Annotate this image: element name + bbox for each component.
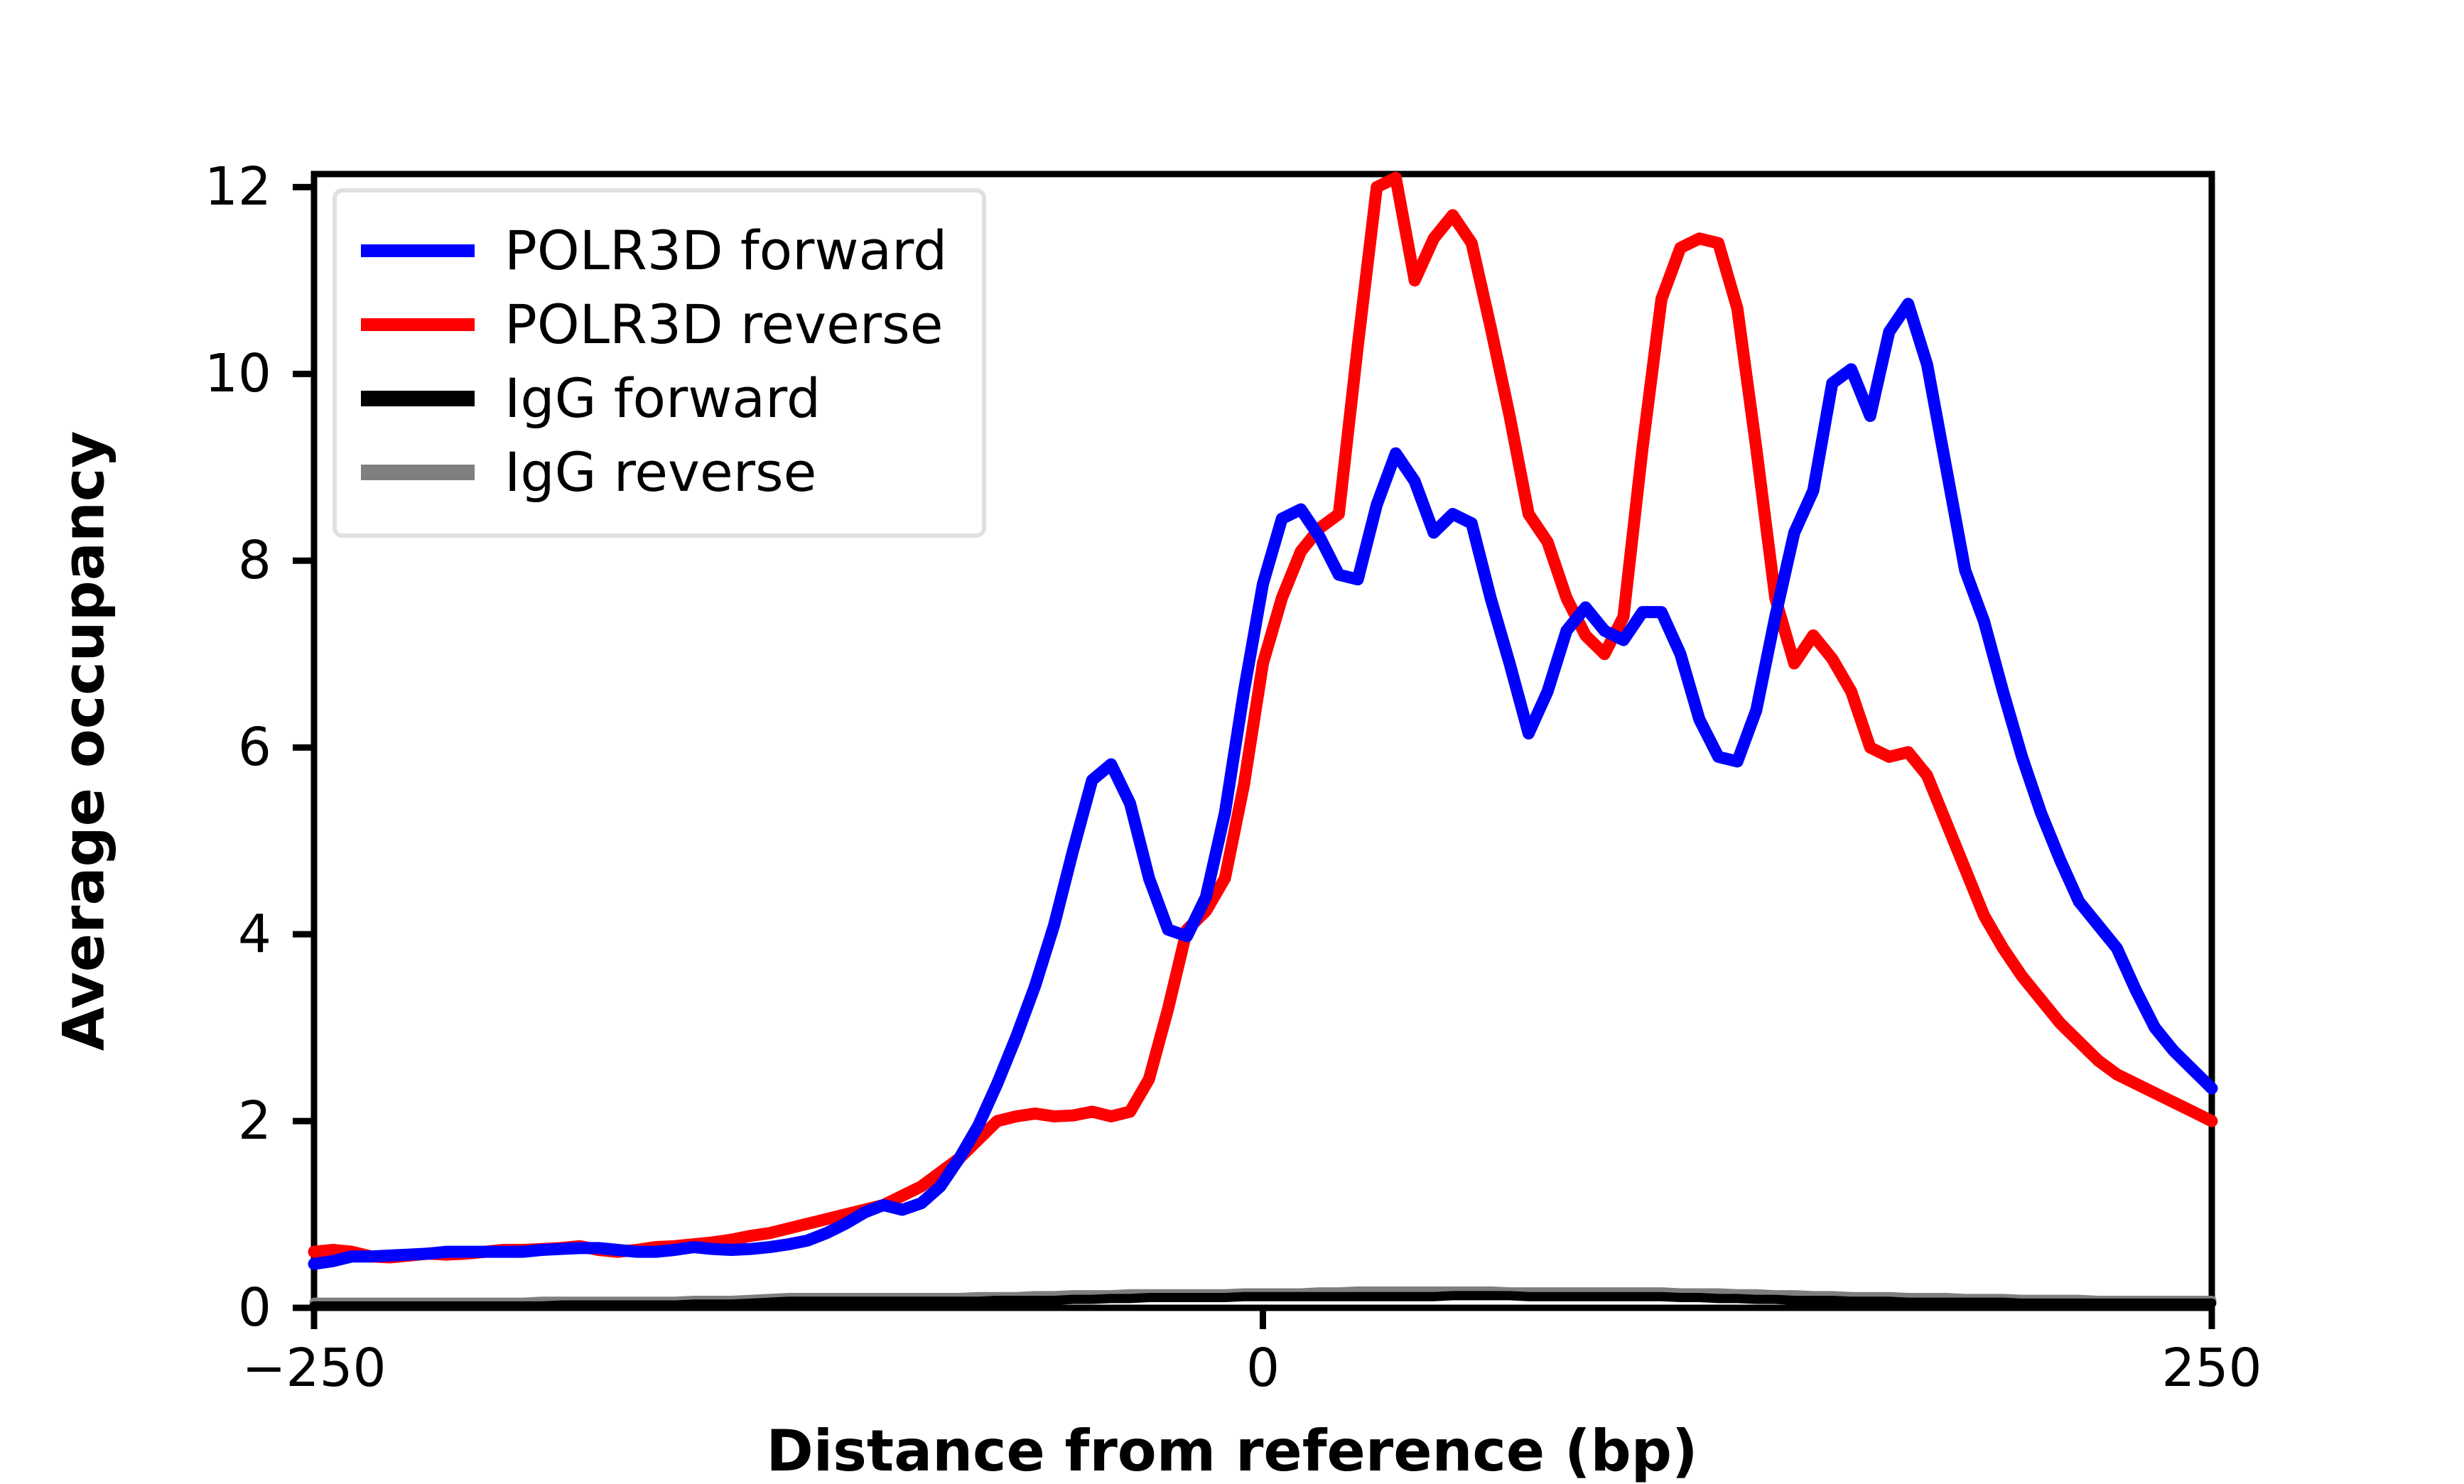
x-axis-label: Distance from reference (bp) [766, 1418, 1698, 1484]
xtick-label-zero: 0 [1245, 1338, 1280, 1399]
legend-swatch-igg-reverse [361, 465, 475, 480]
ytick-label-12: 12 [204, 156, 271, 218]
ytick-label-2: 2 [237, 1090, 271, 1152]
legend-label-igg-forward: IgG forward [504, 367, 821, 430]
legend-item-igg-reverse[interactable]: IgG reverse [361, 435, 958, 509]
y-axis-label: Average occupancy [50, 430, 117, 1051]
ytick-label-8: 8 [237, 530, 271, 592]
legend-label-igg-reverse: IgG reverse [504, 440, 817, 504]
ytick-label-4: 4 [237, 904, 271, 965]
xtick-label-minus250: −250 [242, 1338, 387, 1399]
legend-item-igg-forward[interactable]: IgG forward [361, 362, 958, 435]
series-line-polr3d-forward [308, 298, 2218, 1270]
ytick-label-6: 6 [237, 717, 271, 779]
legend-item-polr3d-reverse[interactable]: POLR3D reverse [361, 288, 958, 362]
legend-label-polr3d-reverse: POLR3D reverse [504, 293, 944, 356]
ytick-label-0: 0 [237, 1277, 271, 1338]
legend-swatch-polr3d-forward [361, 244, 475, 257]
legend-box: POLR3D forward POLR3D reverse IgG forwar… [333, 188, 986, 538]
series-line-igg-forward [309, 1291, 2217, 1311]
legend-label-polr3d-forward: POLR3D forward [504, 219, 948, 282]
xtick-label-250: 250 [2161, 1338, 2262, 1399]
legend-swatch-polr3d-reverse [361, 318, 475, 331]
ytick-label-10: 10 [204, 343, 271, 405]
legend-swatch-igg-forward [361, 391, 475, 406]
legend-item-polr3d-forward[interactable]: POLR3D forward [361, 214, 958, 288]
data-series-group [308, 171, 2218, 1311]
